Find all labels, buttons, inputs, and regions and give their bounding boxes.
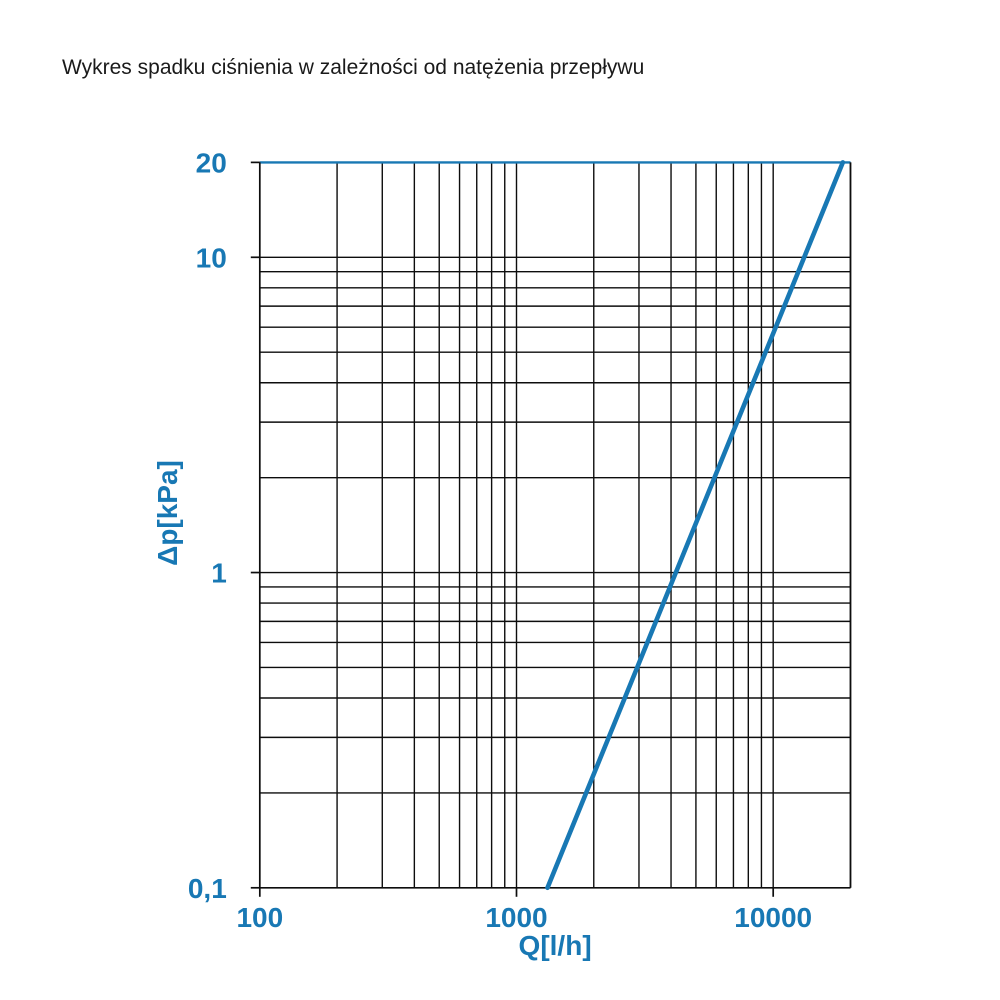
svg-text:0,1: 0,1 <box>188 873 227 904</box>
svg-text:Q[l/h]: Q[l/h] <box>519 930 592 961</box>
svg-text:Δp[kPa]: Δp[kPa] <box>152 460 183 566</box>
svg-text:10000: 10000 <box>734 902 812 933</box>
svg-text:1000: 1000 <box>485 902 547 933</box>
svg-text:20: 20 <box>196 147 227 178</box>
svg-text:10: 10 <box>196 242 227 273</box>
svg-text:1: 1 <box>211 558 227 589</box>
svg-text:100: 100 <box>236 902 283 933</box>
